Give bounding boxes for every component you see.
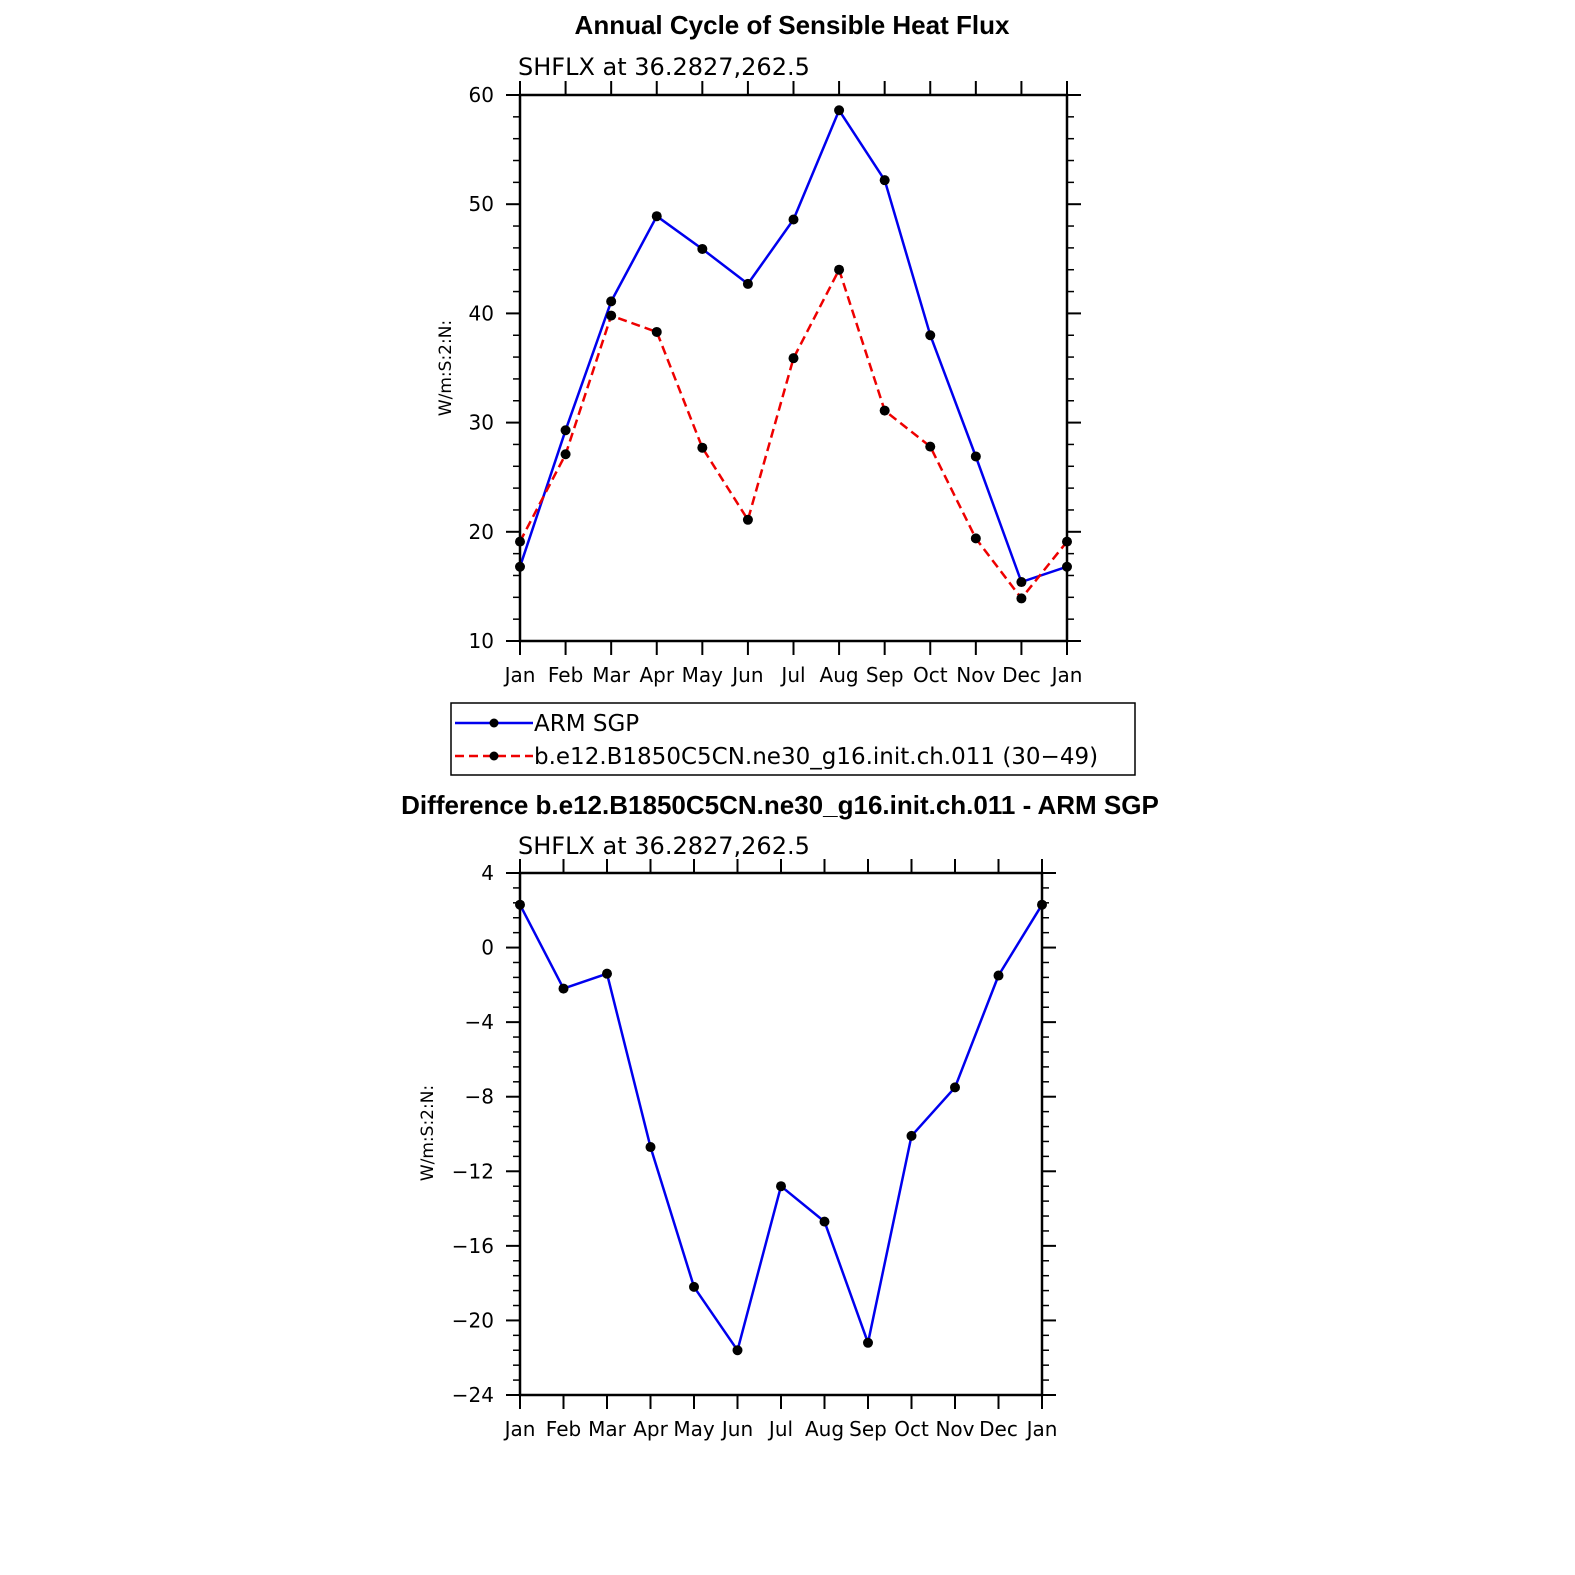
y-tick-label: 50 bbox=[469, 192, 494, 216]
x-tick-label-oct: Oct bbox=[894, 1417, 929, 1441]
x-tick-label-dec: Dec bbox=[979, 1417, 1018, 1441]
data-point-0-9 bbox=[925, 330, 936, 341]
x-tick-label-sep: Sep bbox=[866, 663, 904, 687]
data-point-1-7 bbox=[834, 264, 845, 275]
x-tick-label-nov: Nov bbox=[956, 663, 995, 687]
data-point-1-10 bbox=[970, 533, 981, 544]
x-tick-label-jul: Jul bbox=[779, 663, 805, 687]
plot-frame bbox=[518, 871, 1044, 1397]
series-layer bbox=[515, 899, 1047, 1356]
y-tick-label: 20 bbox=[469, 520, 494, 544]
x-tick-label-dec: Dec bbox=[1002, 663, 1041, 687]
y-tick-label: −24 bbox=[452, 1383, 494, 1407]
x-tick-label-may: May bbox=[682, 663, 724, 687]
difference-chart: Difference b.e12.B1850C5CN.ne30_g16.init… bbox=[401, 790, 1159, 1441]
x-tick-label-oct: Oct bbox=[913, 663, 948, 687]
data-point-0-5 bbox=[732, 1345, 743, 1356]
axis-ticks: Jan Feb Mar Apr May Jun Jul Aug Sep Oct Nov Dec Jan−… bbox=[452, 859, 1058, 1441]
series-line-1 bbox=[518, 268, 1068, 600]
x-tick-label-may: May bbox=[673, 1417, 715, 1441]
legend: ARM SGP b.e12.B1850C5CN.ne30_g16.init.ch… bbox=[450, 702, 1136, 776]
x-tick-label-aug: Aug bbox=[805, 1417, 844, 1441]
y-tick-label: −16 bbox=[452, 1234, 494, 1258]
data-point-0-7 bbox=[819, 1216, 830, 1227]
chart-subtitle: SHFLX at 36.2827,262.5 bbox=[518, 832, 810, 860]
x-tick-label-apr: Apr bbox=[633, 1417, 668, 1441]
axis-ticks: Jan Feb Mar Apr May Jun Jul Aug Sep Oct Nov Dec Jan 1… bbox=[469, 81, 1083, 687]
data-point-1-5 bbox=[742, 514, 753, 525]
y-tick-label: −4 bbox=[465, 1010, 494, 1034]
x-tick-label-jul: Jul bbox=[767, 1417, 793, 1441]
data-point-0-4 bbox=[697, 243, 708, 254]
data-point-1-4 bbox=[697, 442, 708, 453]
data-point-0-6 bbox=[776, 1181, 786, 1192]
x-tick-label-jan: Jan bbox=[503, 1417, 536, 1441]
series-line-0 bbox=[518, 904, 1044, 1352]
legend-entry-arm-sgp: ARM SGP bbox=[455, 711, 639, 737]
chart-title: Difference b.e12.B1850C5CN.ne30_g16.init… bbox=[401, 790, 1159, 820]
y-tick-label: 40 bbox=[469, 301, 494, 325]
x-tick-label-jan: Jan bbox=[1025, 1417, 1058, 1441]
data-point-0-1 bbox=[560, 425, 571, 436]
legend-label-model: b.e12.B1850C5CN.ne30_g16.init.ch.011 (30… bbox=[534, 744, 1098, 770]
y-tick-label: −20 bbox=[452, 1308, 494, 1332]
data-point-1-2 bbox=[606, 310, 617, 321]
data-point-0-11 bbox=[1016, 577, 1027, 588]
data-point-1-6 bbox=[788, 353, 799, 364]
y-tick-label: −8 bbox=[465, 1085, 494, 1109]
annual-cycle-chart: Annual Cycle of Sensible Heat Flux SHFLX… bbox=[436, 10, 1082, 687]
x-tick-label-sep: Sep bbox=[849, 1417, 887, 1441]
y-axis-label: W/m:S:2:N: bbox=[418, 1085, 438, 1181]
data-point-0-3 bbox=[645, 1142, 656, 1153]
data-point-0-5 bbox=[742, 278, 753, 289]
y-tick-label: 10 bbox=[469, 629, 494, 653]
data-point-0-7 bbox=[834, 105, 845, 116]
data-point-1-1 bbox=[560, 449, 571, 460]
y-tick-label: 4 bbox=[481, 861, 494, 885]
legend-box bbox=[450, 702, 1136, 776]
data-point-0-1 bbox=[558, 983, 569, 994]
x-tick-label-feb: Feb bbox=[546, 1417, 581, 1441]
x-tick-label-apr: Apr bbox=[639, 663, 674, 687]
data-point-0-6 bbox=[788, 214, 799, 225]
y-tick-label: −12 bbox=[452, 1159, 494, 1183]
legend-entry-model: b.e12.B1850C5CN.ne30_g16.init.ch.011 (30… bbox=[455, 744, 1098, 770]
x-tick-label-mar: Mar bbox=[588, 1417, 627, 1441]
y-tick-label: 30 bbox=[469, 411, 494, 435]
plot-frame bbox=[518, 93, 1069, 643]
data-point-1-11 bbox=[1016, 593, 1027, 604]
x-tick-label-aug: Aug bbox=[820, 663, 859, 687]
x-tick-label-mar: Mar bbox=[592, 663, 631, 687]
data-point-0-2 bbox=[606, 296, 617, 307]
data-point-0-9 bbox=[906, 1130, 917, 1141]
x-tick-label-jun: Jun bbox=[730, 663, 763, 687]
x-tick-label-jan: Jan bbox=[503, 663, 536, 687]
legend-marker-model bbox=[489, 751, 499, 761]
x-tick-label-feb: Feb bbox=[548, 663, 583, 687]
series-layer bbox=[515, 105, 1072, 604]
data-point-0-3 bbox=[651, 211, 662, 222]
legend-label-arm-sgp: ARM SGP bbox=[534, 711, 639, 737]
data-point-0-8 bbox=[879, 175, 890, 186]
x-tick-label-jan: Jan bbox=[1050, 663, 1083, 687]
data-point-1-3 bbox=[651, 326, 662, 337]
y-tick-label: 60 bbox=[469, 83, 494, 107]
x-tick-label-jun: Jun bbox=[720, 1417, 753, 1441]
data-point-0-4 bbox=[689, 1281, 699, 1292]
data-point-0-10 bbox=[970, 451, 981, 462]
data-point-0-10 bbox=[950, 1082, 960, 1093]
chart-subtitle: SHFLX at 36.2827,262.5 bbox=[518, 53, 810, 81]
data-point-1-8 bbox=[879, 405, 890, 416]
data-point-0-2 bbox=[602, 968, 612, 979]
y-axis-label: W/m:S:2:N: bbox=[436, 320, 456, 416]
data-point-0-11 bbox=[993, 970, 1004, 981]
y-tick-label: 0 bbox=[481, 936, 494, 960]
chart-title: Annual Cycle of Sensible Heat Flux bbox=[575, 10, 1010, 40]
data-point-1-9 bbox=[925, 441, 936, 452]
x-tick-label-nov: Nov bbox=[935, 1417, 974, 1441]
data-point-0-8 bbox=[863, 1337, 873, 1348]
legend-marker-arm-sgp bbox=[489, 718, 499, 728]
